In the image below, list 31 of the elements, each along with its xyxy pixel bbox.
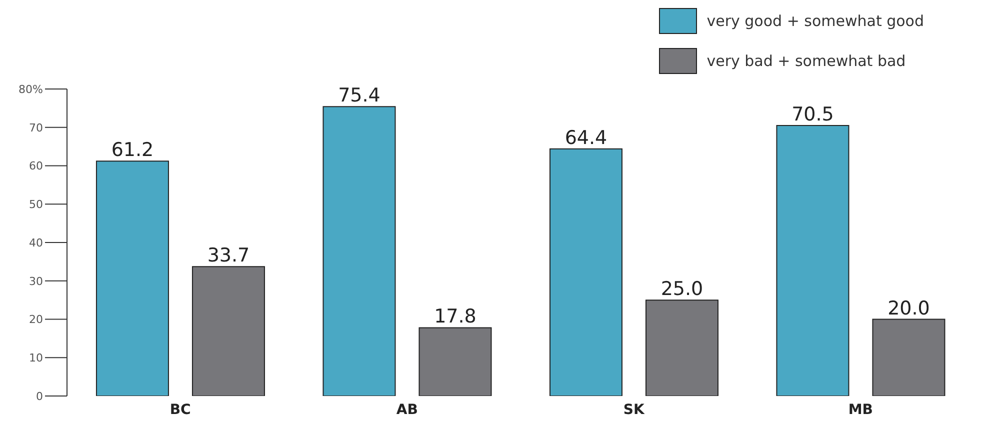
y-tick-label: 20 [29, 313, 43, 326]
bar [96, 160, 169, 396]
bar [872, 318, 946, 396]
bar [645, 300, 718, 396]
y-tick-label: 40 [29, 236, 43, 250]
data-label: 25.0 [660, 278, 704, 300]
legend-label: very bad + somewhat bad [706, 52, 906, 70]
y-tick-label: 30 [29, 274, 43, 288]
data-label: 70.5 [792, 103, 834, 126]
y-tick-label: 50 [29, 198, 43, 212]
y-tick-label: 70 [29, 121, 43, 134]
data-label: 64.4 [564, 126, 608, 149]
bar [776, 124, 850, 396]
y-tick-label: 60 [29, 160, 43, 173]
y-tick-label: 10 [29, 352, 43, 365]
legend-label: very good + somewhat good [706, 12, 924, 30]
data-label: 75.4 [338, 84, 380, 107]
bar [192, 266, 265, 396]
bar [418, 327, 492, 396]
data-label: 61.2 [111, 139, 154, 162]
y-tick-label: 80% [18, 82, 43, 96]
data-label: 20.0 [888, 297, 930, 320]
x-tick-label: BC [170, 402, 191, 418]
x-tick-label: MB [848, 402, 873, 418]
data-label: 33.7 [207, 244, 250, 267]
bar [549, 148, 622, 396]
x-tick-label: SK [623, 402, 646, 418]
y-tick-label: 0 [36, 390, 43, 403]
data-label: 17.8 [434, 306, 476, 328]
bar [322, 106, 396, 396]
x-tick-label: AB [396, 402, 418, 418]
